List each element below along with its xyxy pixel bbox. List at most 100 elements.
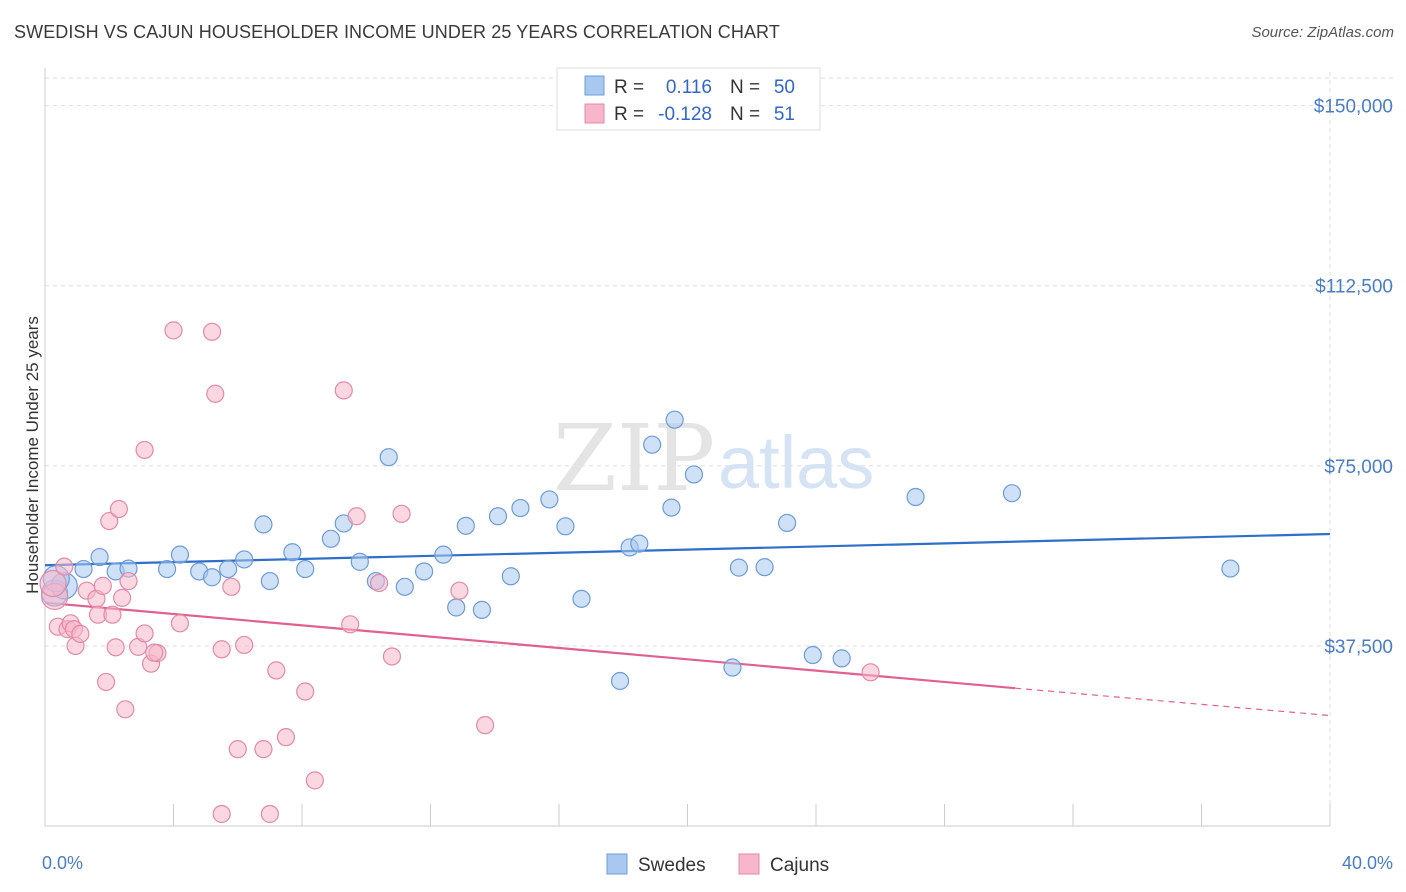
point-cajuns-29 [202,322,222,341]
legend-swatch-cajuns [584,103,605,124]
y-tick-label-3: $150,000 [1314,97,1393,118]
legend-bottom-label-cajuns: Cajuns [770,855,829,876]
point-swedes-18 [350,552,369,571]
point-swedes-41 [729,558,749,577]
point-swedes-28 [501,567,520,586]
point-cajuns-43 [370,573,389,593]
x-tick-max: 40.0% [1342,853,1393,873]
point-swedes-39 [684,465,704,484]
axes [44,68,1331,827]
legend-bottom: Swedes Cajuns [606,853,829,876]
point-swedes-16 [321,529,341,548]
point-cajuns-36 [267,661,286,680]
point-cajuns-15 [103,605,122,624]
point-swedes-27 [488,507,508,526]
point-cajuns-48 [260,804,279,824]
legend-top: R = 0.116 N = 50 R = -0.128 N = 51 [556,67,821,131]
point-cajuns-14 [100,511,119,531]
point-swedes-26 [472,600,491,619]
legend-bottom-swatch-cajuns [738,853,760,875]
x-tick-min: 0.0% [42,853,83,873]
legend-n-label-swedes: N = [730,77,760,98]
point-swedes-29 [511,498,530,518]
point-cajuns-1 [39,569,67,598]
point-swedes-11 [235,550,254,569]
point-swedes-12 [260,571,279,591]
point-swedes-13 [254,515,273,534]
point-swedes-45 [832,649,851,668]
point-cajuns-12 [93,576,112,595]
point-swedes-38 [665,410,684,429]
point-cajuns-42 [347,507,366,526]
point-swedes-31 [556,517,575,536]
point-cajuns-38 [296,682,315,701]
legend-bottom-label-swedes: Swedes [638,855,706,876]
point-cajuns-39 [305,771,324,790]
y-tick-labels: $37,500 $75,000 $112,500 $150,000 [1314,97,1393,658]
legend-r-label-cajuns: R = [614,104,644,125]
point-cajuns-32 [222,577,241,596]
watermark-zip: ZIP [553,405,715,512]
point-cajuns-30 [206,384,225,403]
watermark-atlas: atlas [718,421,874,504]
point-swedes-22 [414,562,434,581]
y-tick-label-1: $75,000 [1324,457,1393,478]
point-swedes-36 [643,435,662,454]
point-cajuns-13 [96,672,116,692]
point-cajuns-40 [334,381,353,400]
point-swedes-46 [906,487,925,507]
point-cajuns-45 [392,504,411,523]
y-axis-label: Householder Income Under 25 years [23,316,42,594]
chart-title: SWEDISH VS CAJUN HOUSEHOLDER INCOME UNDE… [14,22,780,42]
trend-line-swedes [44,532,1331,567]
legend-n-value-cajuns: 51 [774,104,795,125]
point-swedes-2 [74,559,93,579]
point-swedes-42 [755,558,774,577]
point-swedes-44 [803,645,822,665]
point-swedes-33 [610,671,630,691]
point-cajuns-16 [106,638,125,657]
source-label: Source: ZipAtlas.com [1251,24,1394,41]
point-swedes-25 [456,516,475,535]
point-cajuns-49 [212,804,231,824]
point-swedes-35 [630,534,649,553]
point-cajuns-19 [116,700,135,719]
point-swedes-3 [90,547,109,567]
point-cajuns-46 [450,581,469,600]
trend-line-dashed-cajuns [1015,687,1331,717]
point-cajuns-47 [476,716,495,735]
legend-swatch-swedes [584,75,605,96]
legend-r-value-swedes: 0.116 [666,77,712,98]
point-swedes-32 [572,589,591,608]
point-swedes-23 [434,545,453,564]
legend-n-label-cajuns: N = [730,104,760,125]
trend-line-cajuns [44,601,1016,690]
point-cajuns-8 [71,624,90,643]
point-cajuns-20 [119,571,138,591]
data-points [39,321,1240,824]
point-cajuns-17 [109,499,128,519]
legend-r-value-cajuns: -0.128 [658,104,712,125]
point-swedes-7 [170,545,190,564]
point-swedes-15 [296,559,315,579]
point-swedes-14 [283,543,302,562]
legend-n-value-swedes: 50 [774,77,795,98]
point-cajuns-34 [235,635,254,655]
point-swedes-20 [379,448,398,467]
point-swedes-48 [1221,559,1240,578]
point-cajuns-37 [276,728,296,747]
point-cajuns-33 [228,740,247,759]
y-tick-label-2: $112,500 [1315,277,1393,298]
legend-r-label-swedes: R = [614,77,644,98]
point-swedes-10 [219,559,238,579]
point-swedes-37 [662,498,681,517]
point-cajuns-28 [170,614,190,633]
point-swedes-21 [395,577,414,596]
point-cajuns-2 [55,557,74,576]
point-cajuns-35 [254,740,273,759]
trend-lines [44,532,1331,717]
point-cajuns-27 [164,321,183,340]
point-cajuns-22 [135,440,154,460]
point-cajuns-31 [212,640,231,659]
